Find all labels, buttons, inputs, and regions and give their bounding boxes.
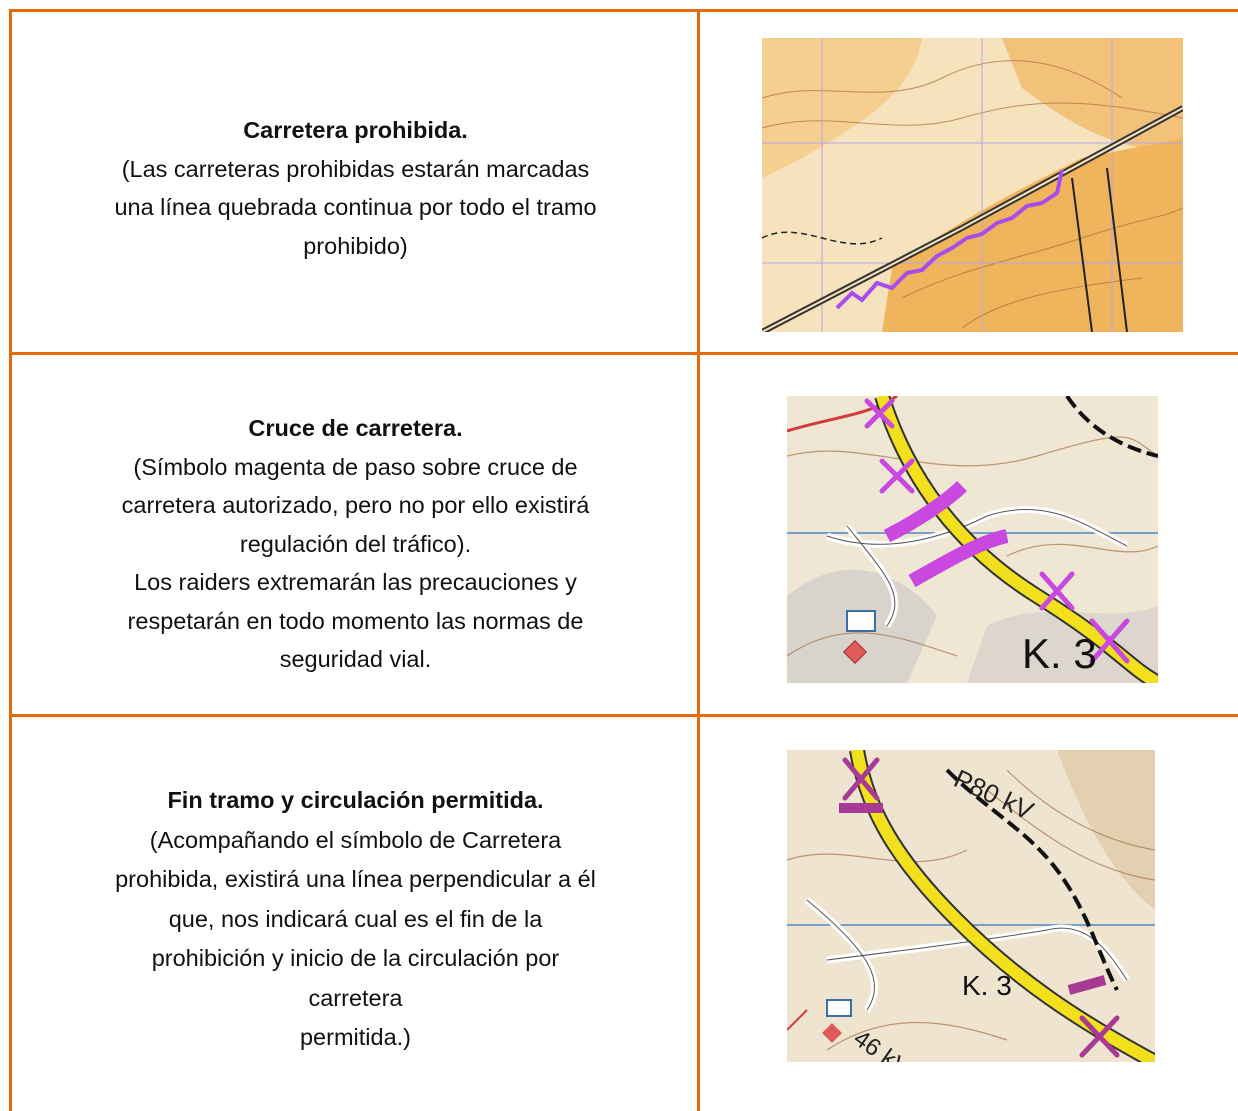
row-title: Cruce de carretera.: [248, 415, 463, 441]
row-title: Carretera prohibida.: [243, 117, 468, 143]
table-border: [9, 9, 12, 1111]
row-line: prohibida, existirá una línea perpendicu…: [115, 866, 596, 892]
map-label: K. 3: [962, 970, 1012, 1001]
cell-text: Carretera prohibida. (Las carreteras pro…: [13, 111, 698, 265]
row-line: permitida.): [299, 1024, 411, 1050]
map-image: P80 kV K. 3 46 kV: [787, 750, 1155, 1062]
row-title: Fin tramo y circulación permitida.: [167, 787, 544, 813]
map-image: K. 3: [787, 396, 1158, 683]
row-line: prohibición y inicio de la circulación p…: [151, 945, 560, 971]
table-border: [10, 9, 1238, 12]
row-line: respetarán en todo momento las normas de: [127, 607, 584, 634]
table-border: [697, 9, 700, 1111]
row-line: seguridad vial.: [279, 646, 432, 672]
row-line: prohibido): [303, 232, 408, 259]
map-label: K. 3: [1022, 630, 1097, 677]
row-line: (Acompañando el símbolo de Carretera: [149, 826, 562, 853]
table-border: [10, 714, 1238, 717]
row-line: regulación del tráfico).: [239, 530, 472, 557]
cell-text: Fin tramo y circulación permitida. (Acom…: [13, 781, 698, 1058]
cell-text: Cruce de carretera. (Símbolo magenta de …: [13, 409, 698, 679]
row-line: carretera autorizado, pero no por ello e…: [121, 492, 590, 518]
map-image: [762, 38, 1183, 332]
row-line: (Símbolo magenta de paso sobre cruce de: [133, 453, 578, 480]
row-line: carretera: [308, 984, 403, 1011]
row-line: (Las carreteras prohibidas estarán marca…: [121, 155, 590, 182]
row-line: Los raiders extremarán las precauciones …: [134, 569, 577, 595]
row-line: que, nos indicará cual es el fin de la: [168, 905, 543, 932]
row-line: una línea quebrada continua por todo el …: [114, 194, 597, 220]
table-border: [10, 352, 1238, 355]
